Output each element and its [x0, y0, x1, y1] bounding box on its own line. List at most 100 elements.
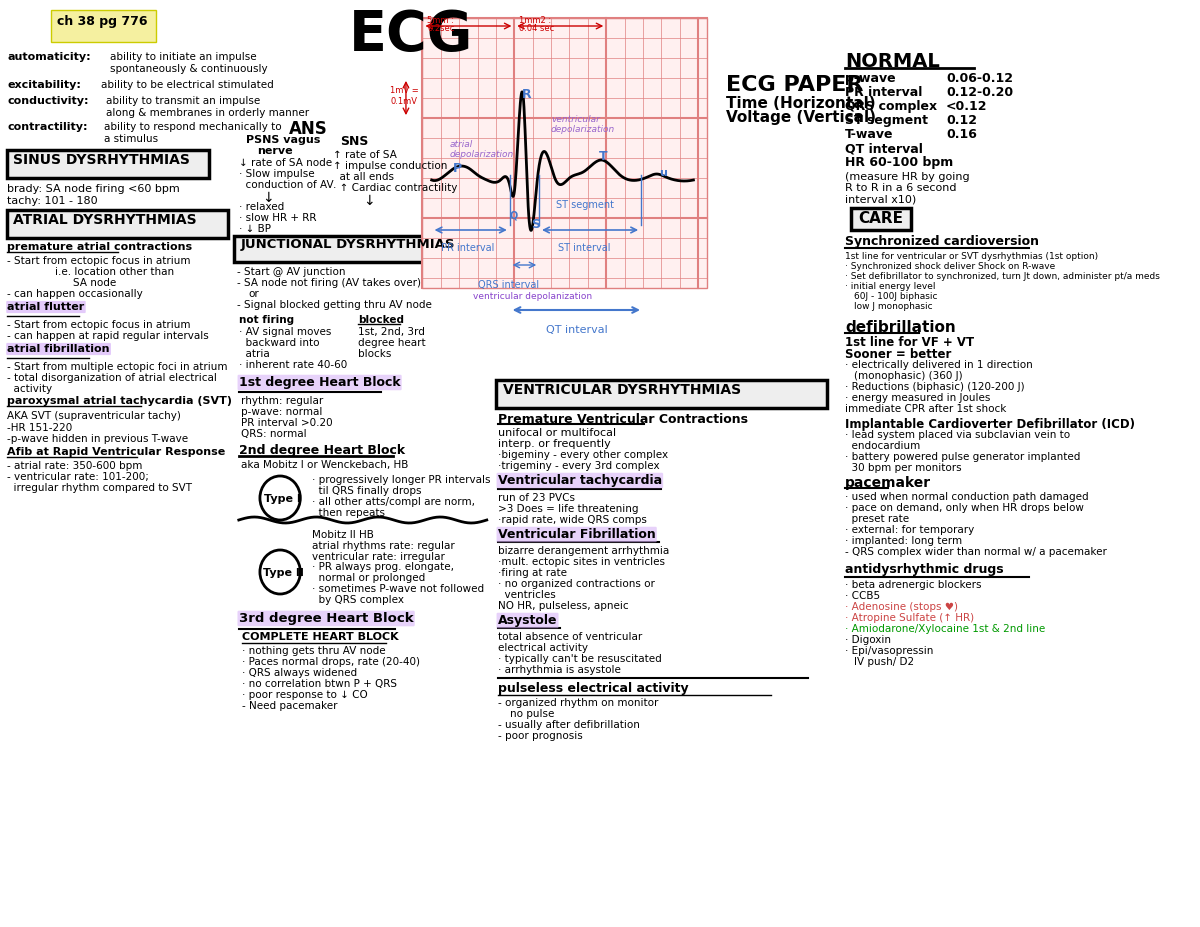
Text: ability to be electrical stimulated: ability to be electrical stimulated: [101, 80, 274, 90]
Text: R: R: [522, 88, 532, 101]
Text: then repeats: then repeats: [312, 508, 385, 518]
Text: 1mV =
0.1mV: 1mV = 0.1mV: [390, 86, 419, 106]
Text: ECG: ECG: [349, 8, 473, 62]
Text: · nothing gets thru AV node: · nothing gets thru AV node: [241, 646, 385, 656]
Text: atrial
depolarization: atrial depolarization: [450, 140, 515, 159]
Text: · Slow impulse: · Slow impulse: [239, 169, 314, 179]
Text: - Need pacemaker: - Need pacemaker: [241, 701, 337, 711]
Text: CARE: CARE: [859, 211, 904, 226]
Text: · Reductions (biphasic) (120-200 J): · Reductions (biphasic) (120-200 J): [845, 382, 1025, 392]
Text: · Adenosine (stops ♥): · Adenosine (stops ♥): [845, 602, 958, 612]
Text: 1st line for VF + VT: 1st line for VF + VT: [845, 336, 974, 349]
Text: ventricular rate: irregular: ventricular rate: irregular: [312, 552, 445, 562]
Text: · all other atts/compl are norm,: · all other atts/compl are norm,: [312, 497, 475, 507]
Text: 0.12-0.20: 0.12-0.20: [946, 86, 1013, 99]
Text: ST segment: ST segment: [556, 200, 613, 210]
Text: or: or: [248, 289, 259, 299]
Text: · battery powered pulse generator implanted: · battery powered pulse generator implan…: [845, 452, 1080, 462]
Text: Implantable Cardioverter Defibrillator (ICD): Implantable Cardioverter Defibrillator (…: [845, 418, 1135, 431]
Text: · Atropine Sulfate (↑ HR): · Atropine Sulfate (↑ HR): [845, 613, 974, 623]
Text: normal or prolonged: normal or prolonged: [312, 573, 426, 583]
Text: · arrhythmia is asystole: · arrhythmia is asystole: [498, 665, 620, 675]
Text: COMPLETE HEART BLOCK: COMPLETE HEART BLOCK: [241, 632, 398, 642]
Text: · Digoxin: · Digoxin: [845, 635, 890, 645]
Text: Asystole: Asystole: [498, 614, 557, 627]
Text: atrial rhythms rate: regular: atrial rhythms rate: regular: [312, 541, 455, 551]
Text: (measure HR by going: (measure HR by going: [845, 172, 970, 182]
Text: - poor prognosis: - poor prognosis: [498, 731, 582, 741]
Text: QRS: normal: QRS: normal: [241, 429, 306, 439]
Text: T-wave: T-wave: [845, 128, 894, 141]
Text: 1st line for ventricular or SVT dysrhythmias (1st option): 1st line for ventricular or SVT dysrhyth…: [845, 252, 1098, 261]
Text: run of 23 PVCs: run of 23 PVCs: [498, 493, 575, 503]
Text: · ↑ Cardiac contractility: · ↑ Cardiac contractility: [334, 183, 457, 193]
Text: irregular rhythm compared to SVT: irregular rhythm compared to SVT: [7, 483, 192, 493]
Text: p-wave: normal: p-wave: normal: [241, 407, 322, 417]
Text: 1st, 2nd, 3rd: 1st, 2nd, 3rd: [358, 327, 425, 337]
Text: unifocal or multifocal: unifocal or multifocal: [498, 428, 616, 438]
Text: - Start @ AV junction: - Start @ AV junction: [236, 267, 346, 277]
Text: total absence of ventricular: total absence of ventricular: [498, 632, 642, 642]
Text: JUNCTIONAL DYSRHYTHMIAS: JUNCTIONAL DYSRHYTHMIAS: [241, 238, 455, 251]
Text: atrial flutter: atrial flutter: [7, 302, 84, 312]
Text: aka Mobitz I or Wenckebach, HB: aka Mobitz I or Wenckebach, HB: [241, 460, 408, 470]
Text: · Set defibrillator to synchronized, turn Jt down, administer pt/a meds: · Set defibrillator to synchronized, tur…: [845, 272, 1160, 281]
Text: -p-wave hidden in previous T-wave: -p-wave hidden in previous T-wave: [7, 434, 188, 444]
Text: ↓ rate of SA node: ↓ rate of SA node: [239, 158, 332, 168]
Text: PR interval >0.20: PR interval >0.20: [241, 418, 332, 428]
Text: by QRS complex: by QRS complex: [312, 595, 404, 605]
Text: excitability:: excitability:: [7, 80, 82, 90]
Text: · progressively longer PR intervals: · progressively longer PR intervals: [312, 475, 491, 485]
Text: electrical activity: electrical activity: [498, 643, 588, 653]
Text: - ventricular rate: 101-200;: - ventricular rate: 101-200;: [7, 472, 149, 482]
Text: - Start from multiple ectopic foci in atrium: - Start from multiple ectopic foci in at…: [7, 362, 228, 372]
Text: HR 60-100 bpm: HR 60-100 bpm: [845, 156, 953, 169]
Text: backward into: backward into: [239, 338, 319, 348]
Bar: [496, 380, 827, 408]
Text: IV push/ D2: IV push/ D2: [854, 657, 914, 667]
Text: · ↓ BP: · ↓ BP: [239, 224, 271, 234]
Text: Ventricular Fibrillation: Ventricular Fibrillation: [498, 528, 655, 541]
Text: · QRS always widened: · QRS always widened: [241, 668, 356, 678]
Text: along & membranes in orderly manner: along & membranes in orderly manner: [106, 108, 308, 118]
Text: NORMAL: NORMAL: [845, 52, 940, 71]
Text: preset rate: preset rate: [845, 514, 910, 524]
Text: ventricular
depolarization: ventricular depolarization: [551, 115, 616, 134]
Text: ability to initiate an impulse: ability to initiate an impulse: [110, 52, 257, 62]
Text: · inherent rate 40-60: · inherent rate 40-60: [239, 360, 347, 370]
Text: rhythm: regular: rhythm: regular: [241, 396, 323, 406]
Text: · Amiodarone/Xylocaine 1st & 2nd line: · Amiodarone/Xylocaine 1st & 2nd line: [845, 624, 1045, 634]
Text: activity: activity: [7, 384, 53, 394]
Text: immediate CPR after 1st shock: immediate CPR after 1st shock: [845, 404, 1007, 414]
Text: ventricles: ventricles: [498, 590, 556, 600]
Text: · pace on demand, only when HR drops below: · pace on demand, only when HR drops bel…: [845, 503, 1084, 513]
Text: spontaneously & continuously: spontaneously & continuously: [110, 64, 268, 74]
Text: blocked: blocked: [358, 315, 404, 325]
Text: - atrial rate: 350-600 bpm: - atrial rate: 350-600 bpm: [7, 461, 143, 471]
Text: endocardium: endocardium: [845, 441, 920, 451]
Text: (monophasic) (360 J): (monophasic) (360 J): [854, 371, 962, 381]
Text: ·trigeminy - every 3rd complex: ·trigeminy - every 3rd complex: [498, 461, 660, 471]
Text: VENTRICULAR DYSRHYTHMIAS: VENTRICULAR DYSRHYTHMIAS: [503, 383, 742, 397]
Text: Premature Ventricular Contractions: Premature Ventricular Contractions: [498, 413, 748, 426]
Text: - can happen occasionally: - can happen occasionally: [7, 289, 143, 299]
Text: Ventricular tachycardia: Ventricular tachycardia: [498, 474, 662, 487]
Text: 60J - 100J biphasic: 60J - 100J biphasic: [854, 292, 937, 301]
Text: · Synchronized shock deliver Shock on R-wave: · Synchronized shock deliver Shock on R-…: [845, 262, 1055, 271]
Text: -HR 151-220: -HR 151-220: [7, 423, 72, 433]
Text: · beta adrenergic blockers: · beta adrenergic blockers: [845, 580, 982, 590]
Text: 3rd degree Heart Block: 3rd degree Heart Block: [239, 612, 414, 625]
Text: · relaxed: · relaxed: [239, 202, 284, 212]
Text: · no correlation btwn P + QRS: · no correlation btwn P + QRS: [241, 679, 396, 689]
Text: · sometimes P-wave not followed: · sometimes P-wave not followed: [312, 584, 485, 594]
Text: atria: atria: [239, 349, 270, 359]
Text: - can happen at rapid regular intervals: - can happen at rapid regular intervals: [7, 331, 209, 341]
Text: interval x10): interval x10): [845, 194, 917, 204]
Text: blocks: blocks: [358, 349, 391, 359]
Text: ·firing at rate: ·firing at rate: [498, 568, 566, 578]
Text: conduction of AV: conduction of AV: [239, 180, 334, 190]
Text: QRS complex: QRS complex: [845, 100, 937, 113]
Text: brady: SA node firing <60 bpm: brady: SA node firing <60 bpm: [7, 184, 180, 194]
Text: AKA SVT (supraventricular tachy): AKA SVT (supraventricular tachy): [7, 411, 181, 421]
Bar: [7, 150, 210, 178]
